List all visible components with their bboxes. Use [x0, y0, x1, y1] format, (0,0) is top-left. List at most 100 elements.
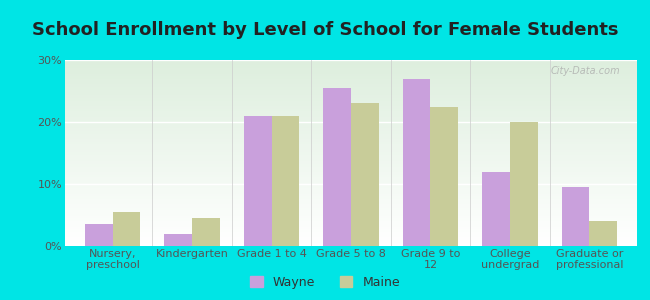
- Bar: [65, 173, 637, 174]
- Bar: [65, 133, 637, 134]
- Bar: [65, 105, 637, 106]
- Bar: [65, 217, 637, 218]
- Bar: [65, 244, 637, 245]
- Bar: [65, 176, 637, 177]
- Bar: [65, 164, 637, 165]
- Bar: [590, 221, 617, 246]
- Bar: [65, 98, 637, 99]
- Bar: [65, 219, 637, 220]
- Bar: [65, 112, 637, 113]
- Bar: [65, 114, 637, 115]
- Bar: [65, 122, 637, 123]
- Bar: [65, 175, 637, 176]
- Bar: [65, 135, 637, 136]
- Bar: [65, 92, 637, 93]
- Bar: [65, 184, 637, 185]
- Bar: [65, 187, 637, 188]
- Bar: [65, 182, 637, 183]
- Bar: [65, 161, 637, 162]
- Bar: [65, 192, 637, 193]
- Bar: [65, 221, 637, 222]
- Bar: [65, 84, 637, 85]
- Bar: [164, 234, 192, 246]
- Bar: [192, 218, 220, 246]
- Bar: [65, 151, 637, 152]
- Bar: [65, 155, 637, 156]
- Bar: [65, 146, 637, 147]
- Bar: [65, 68, 637, 69]
- Bar: [65, 185, 637, 186]
- Bar: [65, 189, 637, 190]
- Bar: [65, 158, 637, 159]
- Bar: [65, 186, 637, 187]
- Bar: [65, 199, 637, 200]
- Bar: [65, 138, 637, 139]
- Bar: [482, 172, 510, 246]
- Bar: [65, 142, 637, 143]
- Bar: [65, 75, 637, 76]
- Bar: [65, 145, 637, 146]
- Bar: [65, 178, 637, 179]
- Bar: [65, 212, 637, 213]
- Bar: [65, 214, 637, 215]
- Bar: [65, 65, 637, 66]
- Bar: [272, 116, 300, 246]
- Bar: [65, 229, 637, 230]
- Bar: [65, 207, 637, 208]
- Bar: [65, 239, 637, 240]
- Bar: [65, 102, 637, 103]
- Bar: [65, 169, 637, 170]
- Bar: [65, 74, 637, 75]
- Bar: [65, 90, 637, 91]
- Bar: [65, 85, 637, 86]
- Bar: [65, 200, 637, 201]
- Bar: [65, 240, 637, 241]
- Bar: [65, 238, 637, 239]
- Bar: [65, 190, 637, 191]
- Bar: [65, 241, 637, 242]
- Bar: [65, 119, 637, 120]
- Bar: [65, 234, 637, 235]
- Bar: [65, 137, 637, 138]
- Bar: [65, 82, 637, 83]
- Bar: [65, 117, 637, 118]
- Bar: [323, 88, 351, 246]
- Bar: [65, 79, 637, 80]
- Bar: [65, 168, 637, 169]
- Bar: [65, 104, 637, 105]
- Legend: Wayne, Maine: Wayne, Maine: [245, 271, 405, 294]
- Bar: [112, 212, 140, 246]
- Bar: [65, 165, 637, 166]
- Bar: [65, 106, 637, 107]
- Bar: [65, 64, 637, 65]
- Bar: [65, 225, 637, 226]
- Bar: [65, 110, 637, 111]
- Bar: [65, 243, 637, 244]
- Bar: [65, 233, 637, 234]
- Bar: [65, 216, 637, 217]
- Bar: [65, 215, 637, 216]
- Bar: [65, 206, 637, 207]
- Bar: [65, 227, 637, 228]
- Bar: [65, 61, 637, 62]
- Bar: [65, 116, 637, 117]
- Bar: [65, 171, 637, 172]
- Text: City-Data.com: City-Data.com: [550, 66, 620, 76]
- Bar: [65, 172, 637, 173]
- Bar: [65, 108, 637, 109]
- Bar: [65, 113, 637, 114]
- Bar: [65, 245, 637, 246]
- Bar: [65, 67, 637, 68]
- Bar: [65, 174, 637, 175]
- Bar: [65, 237, 637, 238]
- Bar: [65, 198, 637, 199]
- Bar: [351, 103, 379, 246]
- Bar: [85, 224, 112, 246]
- Bar: [65, 86, 637, 87]
- Bar: [65, 134, 637, 135]
- Bar: [65, 157, 637, 158]
- Bar: [65, 196, 637, 197]
- Bar: [65, 94, 637, 95]
- Bar: [65, 209, 637, 210]
- Bar: [65, 60, 637, 61]
